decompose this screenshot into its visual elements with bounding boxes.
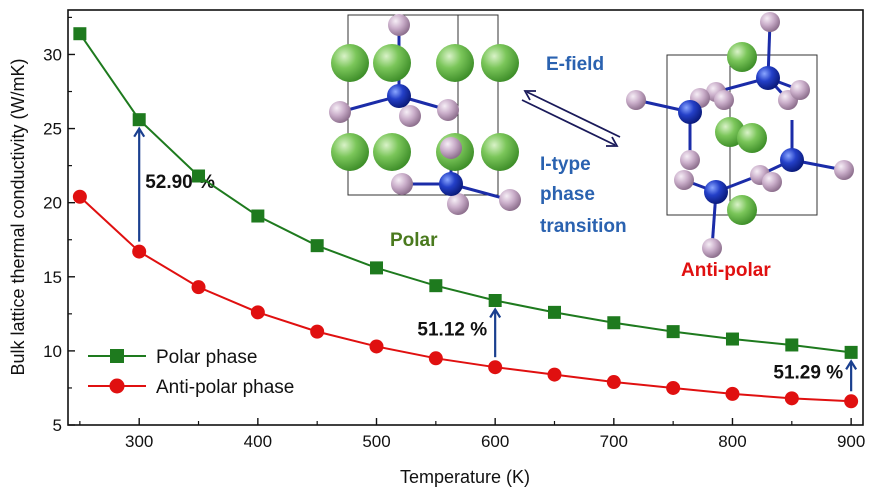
y-tick-label: 25	[43, 120, 62, 139]
data-point	[73, 27, 87, 41]
x-tick-label: 900	[837, 432, 865, 451]
data-point	[784, 391, 799, 406]
y-tick-label: 20	[43, 194, 62, 213]
data-point	[132, 244, 147, 259]
data-point	[844, 345, 858, 359]
data-point	[488, 294, 502, 307]
data-point	[310, 239, 324, 253]
data-point	[488, 360, 503, 375]
data-point	[369, 339, 384, 354]
y-tick-label: 10	[43, 342, 62, 361]
transition-label-line1: I-type	[540, 154, 591, 175]
y-tick-label: 5	[53, 416, 62, 435]
plot-frame	[67, 9, 864, 426]
series-line	[79, 33, 852, 354]
data-point	[370, 261, 384, 275]
data-point	[666, 325, 680, 339]
data-point	[666, 380, 681, 395]
data-point	[132, 113, 146, 127]
y-tick-label: 15	[43, 268, 62, 287]
y-tick-label: 30	[43, 45, 62, 64]
legend-marker-antipolar	[109, 378, 125, 394]
data-point	[844, 394, 859, 409]
legend-label-polar: Polar phase	[156, 347, 257, 368]
y-axis-title: Bulk lattice thermal conductivity (W/mK)	[8, 58, 28, 375]
annotation-label: 51.12 %	[417, 319, 487, 340]
polar-structure-illustration	[329, 14, 521, 215]
series-group	[72, 27, 859, 409]
series-line	[79, 196, 852, 403]
data-point	[192, 169, 206, 183]
x-axis: 300 400 500 600 700 800 900	[79, 418, 865, 451]
legend-marker-polar	[110, 349, 124, 363]
x-tick-label: 400	[244, 432, 272, 451]
data-point	[547, 367, 562, 382]
antipolar-structure-illustration	[626, 12, 854, 258]
transition-label-line3: transition	[540, 216, 627, 237]
y-axis: 5 10 15 20 25 30	[43, 16, 75, 435]
legend-label-antipolar: Anti-polar phase	[156, 377, 294, 398]
x-tick-label: 300	[125, 432, 153, 451]
data-point	[785, 338, 799, 352]
legend: Polar phase Anti-polar phase	[88, 347, 294, 398]
data-point	[250, 305, 265, 320]
annotation-arrowhead	[845, 359, 858, 370]
data-point	[607, 316, 621, 330]
x-tick-label: 600	[481, 432, 509, 451]
phase-transition-arrow	[521, 90, 621, 147]
transition-label-line2: phase	[540, 184, 595, 205]
data-point	[72, 189, 87, 204]
data-point	[310, 324, 325, 339]
annotation-arrowhead	[133, 126, 146, 138]
antipolar-label: Anti-polar	[681, 260, 771, 281]
x-axis-title: Temperature (K)	[400, 467, 530, 487]
data-point	[606, 375, 621, 390]
data-point	[429, 279, 443, 293]
x-tick-label: 700	[600, 432, 628, 451]
data-point	[725, 386, 740, 401]
data-point	[547, 305, 561, 319]
data-point	[191, 280, 206, 295]
x-tick-label: 800	[718, 432, 746, 451]
x-tick-label: 500	[362, 432, 390, 451]
data-point	[725, 332, 739, 346]
annotation-arrowhead	[489, 307, 502, 319]
annotation-label: 51.29 %	[773, 362, 843, 383]
data-point	[251, 209, 265, 223]
polar-label: Polar	[390, 230, 438, 251]
data-point	[428, 351, 443, 366]
efield-label: E-field	[546, 54, 604, 75]
